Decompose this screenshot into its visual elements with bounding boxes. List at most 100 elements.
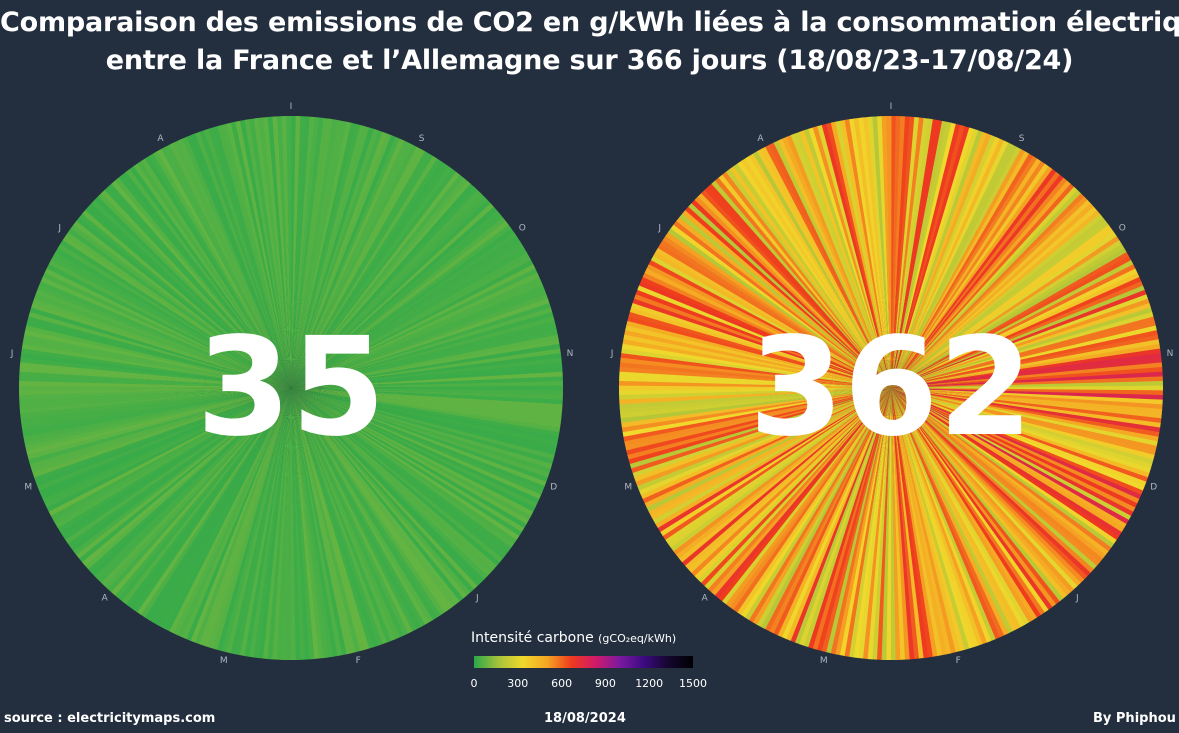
day-wedge [291,174,464,388]
day-wedge [291,240,523,388]
day-wedge [291,320,556,388]
day-wedge [291,388,532,521]
day-wedge [757,148,891,388]
day-wedge [291,388,425,628]
day-wedge [891,388,1005,638]
day-wedge [891,388,1088,580]
day-wedge [760,388,891,630]
day-wedge [891,133,992,388]
day-wedge [291,388,392,643]
day-wedge [650,388,891,520]
day-wedge [291,339,560,388]
day-wedge [623,388,891,442]
day-wedge [890,388,896,660]
day-wedge [114,177,292,388]
day-wedge [21,388,292,433]
day-wedge [625,388,891,451]
day-wedge [291,388,542,500]
day-wedge [118,388,292,602]
day-wedge [199,130,291,388]
day-wedge [718,388,891,602]
legend-tick: 300 [507,677,529,690]
month-label: S [1019,134,1025,144]
day-wedge [137,160,291,388]
day-wedge [891,221,1109,388]
day-wedge [67,388,291,548]
day-wedge [291,388,545,491]
day-wedge [291,217,507,388]
day-wedge [291,388,387,645]
day-wedge [844,119,891,388]
day-wedge [748,388,891,623]
day-wedge [687,388,891,573]
day-wedge [891,348,1161,388]
center-value-france: 35 [196,309,385,467]
day-wedge [291,272,540,388]
day-wedge [48,259,292,388]
day-wedge [711,388,891,596]
center-value-allemagne: 362 [749,309,1033,467]
day-wedge [748,153,891,388]
day-wedge [94,196,291,388]
day-wedge [221,123,291,388]
day-wedge [721,388,891,605]
day-wedge [73,388,291,555]
day-wedge [891,388,1138,509]
day-wedge [91,199,291,388]
day-wedge [118,174,291,388]
day-wedge [853,117,891,389]
day-wedge [891,388,1145,491]
day-wedge [182,136,291,388]
day-wedge [681,388,891,566]
day-wedge [42,388,291,504]
day-wedge [891,146,1022,388]
day-wedge [733,163,891,388]
day-wedge [891,256,1132,388]
day-wedge [50,388,291,520]
day-wedge [691,199,891,388]
day-wedge [891,388,987,645]
day-wedge [619,388,891,409]
day-wedge [79,213,291,388]
day-wedge [756,388,891,627]
day-wedge [291,247,527,388]
day-wedge [704,388,891,590]
day-wedge [291,330,558,388]
day-wedge [291,376,563,388]
day-wedge [891,388,1136,513]
day-wedge [650,255,891,388]
day-wedge [849,118,891,388]
day-wedge [291,388,457,608]
day-wedge [50,255,292,388]
day-wedge [655,388,891,529]
day-wedge [291,133,392,388]
day-wedge [78,388,291,563]
day-wedge [291,388,525,533]
day-wedge [291,186,478,388]
day-wedge [291,135,397,388]
day-wedge [891,385,1163,391]
day-wedge [626,388,891,456]
day-wedge [62,235,291,388]
day-wedge [786,134,891,388]
day-wedge [694,388,891,580]
day-wedge [198,388,291,646]
day-wedge [32,298,291,388]
day-wedge [291,388,319,660]
day-wedge [891,388,956,654]
day-wedge [737,160,891,388]
day-wedge [101,189,292,388]
day-wedge [891,339,1160,388]
day-wedge [203,128,291,388]
day-wedge [697,388,891,583]
day-wedge [627,388,891,460]
day-wedge [291,388,522,537]
day-wedge [267,116,291,389]
day-wedge [803,128,891,388]
day-wedge [46,388,291,512]
day-wedge [291,388,449,613]
month-label: D [1150,483,1157,493]
day-wedge [891,260,1134,388]
day-wedge [46,263,291,388]
